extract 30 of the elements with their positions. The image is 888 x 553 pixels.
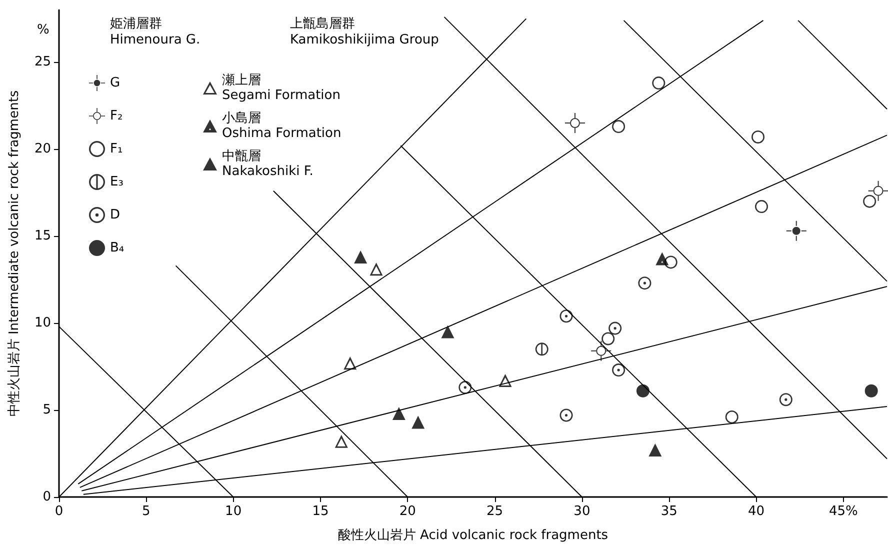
y-tick-label: 20: [34, 142, 51, 157]
x-tick-label: 20: [399, 504, 416, 519]
legend-label: F₁: [110, 142, 123, 156]
y-axis-title: 中性火山岩片 Intermediate volcanic rock fragments: [7, 90, 22, 417]
x-tick-label: 5: [142, 504, 150, 519]
x-axis-title: 酸性火山岩片 Acid volcanic rock fragments: [338, 528, 608, 543]
y-tick-label: 10: [34, 316, 51, 331]
x-tick-label: 45%: [828, 504, 858, 519]
x-tick-label: 30: [574, 504, 590, 519]
annotation: 上甑島層群 Kamikoshikijima Group: [290, 16, 439, 48]
y-tick-label: 5: [42, 402, 51, 418]
legend-label: G: [110, 76, 120, 90]
x-tick-label: 25: [486, 504, 504, 519]
legend-label: 瀬上層 Segami Formation: [222, 73, 340, 103]
legend-label: F₂: [110, 108, 123, 124]
legend-label: D: [110, 208, 120, 222]
legend-label: 小島層 Oshima Formation: [222, 111, 342, 141]
text: %: [37, 22, 50, 38]
x-tick-label: 10: [225, 504, 242, 519]
y-tick-label: 25: [34, 54, 51, 70]
annotation: 姫浦層群 Himenoura G.: [110, 16, 200, 48]
y-tick-label: 15: [34, 228, 51, 244]
legend-label: 中甑層 Nakakoshiki F.: [222, 149, 314, 179]
x-tick-label: 15: [312, 504, 329, 519]
y-tick-label: 0: [42, 490, 51, 504]
x-tick-label: 40: [748, 504, 765, 519]
legend-label: E₃: [110, 174, 124, 190]
x-tick-label: 0: [54, 504, 64, 519]
legend-label: B₄: [110, 240, 124, 256]
x-tick-label: 35: [660, 504, 678, 519]
